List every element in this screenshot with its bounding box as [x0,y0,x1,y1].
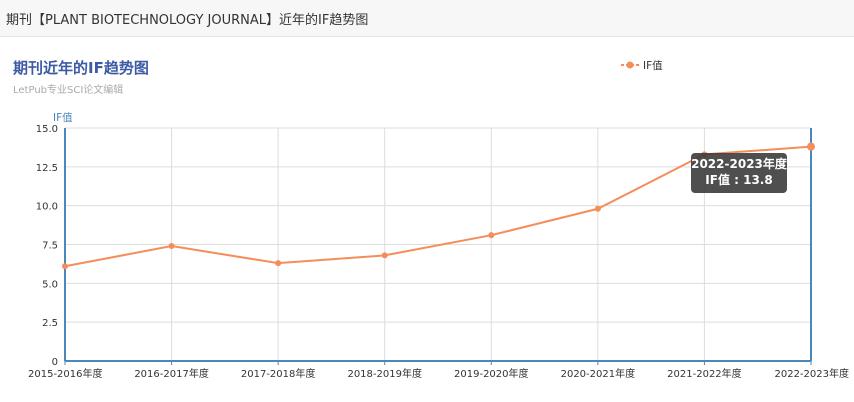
x-tick-label: 2016-2017年度 [134,367,209,380]
series-line [64,145,812,268]
legend[interactable]: IF值 [621,58,663,72]
y-axis-label: IF值 [53,112,73,124]
x-tick-label: 2022-2023年度 [774,367,849,380]
x-tick-label: 2018-2019年度 [347,367,422,380]
chart-subtitle: LetPub专业SCI论文编辑 [13,85,124,96]
page-header: 期刊【PLANT BIOTECHNOLOGY JOURNAL】近年的IF趋势图 [0,0,854,37]
y-tick-label: 12.5 [36,163,58,174]
data-point [594,205,601,212]
x-tick-label: 2020-2021年度 [561,367,636,380]
y-tick-label: 0 [52,357,58,368]
grid-layer [65,127,811,361]
data-tooltip: 2022-2023年度 IF值 : 13.8 [691,153,787,193]
chart-title: 期刊近年的IF趋势图 [13,59,149,77]
x-tick-label: 2017-2018年度 [241,367,316,380]
series-layer [62,142,815,270]
tooltip-category: 2022-2023年度 [691,157,787,171]
axis-layer [64,128,812,365]
data-point [807,142,815,151]
tooltip-value: IF值 : 13.8 [705,173,773,187]
y-tick-label: 5.0 [42,279,58,290]
data-point [168,243,175,250]
y-tick-label: 7.5 [42,241,58,252]
legend-series-label: IF值 [643,59,663,72]
x-tick-label: 2019-2020年度 [454,367,529,380]
x-tick-label: 2021-2022年度 [667,367,742,380]
page-title: 期刊【PLANT BIOTECHNOLOGY JOURNAL】近年的IF趋势图 [6,13,369,28]
data-point [275,260,282,267]
y-tick-label: 2.5 [42,318,58,329]
data-point [488,232,495,239]
label-layer: 0 2.5 5.0 7.5 10.0 12.5 15.0 2015-2016年度 2016-20… [28,124,849,380]
y-tick-label: 10.0 [36,202,58,213]
x-tick-label: 2015-2016年度 [28,367,103,380]
data-point [381,252,388,259]
y-tick-label: 15.0 [36,124,58,135]
data-point [62,263,68,270]
legend-line-marker-icon [621,61,639,69]
